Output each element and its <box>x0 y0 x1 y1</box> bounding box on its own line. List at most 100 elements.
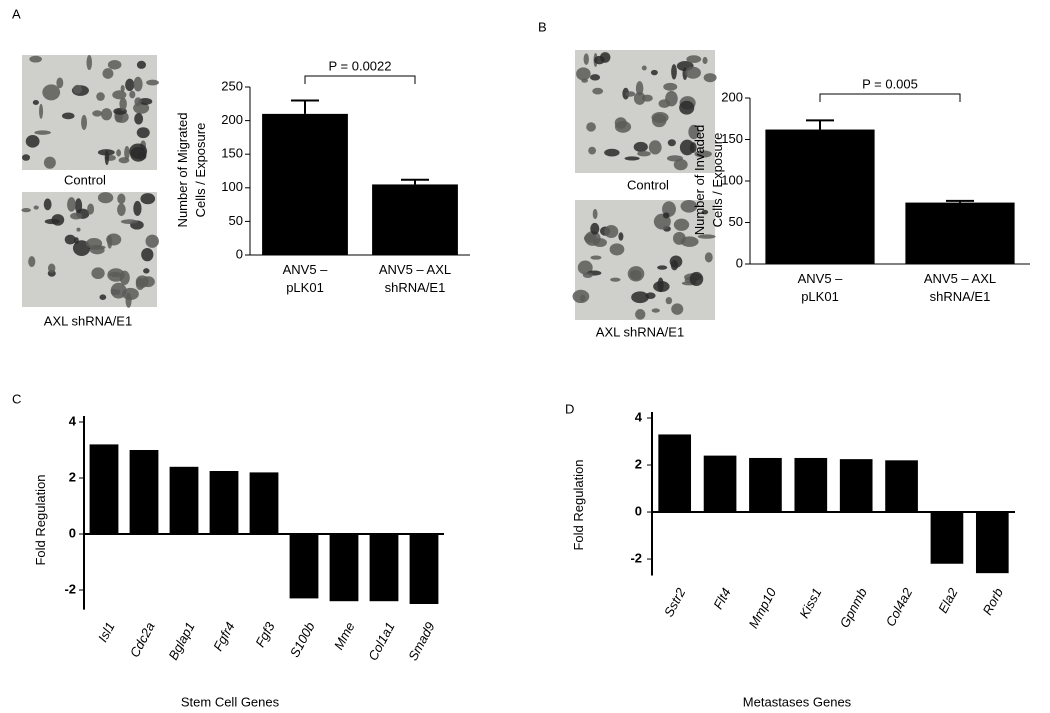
cell-blob <box>96 92 105 101</box>
cell-blob <box>673 159 688 171</box>
cell-blob <box>588 146 597 155</box>
x-axis-label: Metastases Genes <box>743 694 852 709</box>
cell-blob <box>117 193 126 205</box>
y-label-line: Cells / Exposure <box>193 123 208 218</box>
panel-letter: D <box>565 401 574 416</box>
bar <box>169 466 199 534</box>
y-tick-label: 250 <box>221 78 243 93</box>
x-label-line: shRNA/E1 <box>385 280 446 295</box>
y-tick-label: 200 <box>221 112 243 127</box>
y-tick-label: 150 <box>721 131 743 146</box>
x-label-line: shRNA/E1 <box>930 289 991 304</box>
cell-blob <box>648 140 662 155</box>
cell-blob <box>33 205 39 210</box>
cell-blob <box>604 148 620 157</box>
bar <box>885 460 918 513</box>
cell-blob <box>618 232 624 241</box>
cell-blob <box>604 224 619 238</box>
cell-blob <box>64 234 76 245</box>
cell-blob <box>641 65 647 71</box>
y-tick-label: -2 <box>64 581 76 596</box>
error-bar <box>291 99 319 114</box>
cell-blob <box>685 66 701 79</box>
cell-blob <box>146 79 159 86</box>
x-tick-label: Gpnmb <box>837 585 870 630</box>
image-label: Control <box>64 172 106 187</box>
cell-blob <box>704 252 713 263</box>
cell-blob <box>594 55 605 65</box>
cell-blob <box>136 127 150 139</box>
bar <box>329 534 359 602</box>
cell-blob <box>85 238 103 249</box>
cell-blob <box>635 309 646 320</box>
cell-blob <box>637 150 651 157</box>
y-axis-label: Fold Regulation <box>33 474 48 565</box>
cell-blob <box>657 265 668 270</box>
cell-blob <box>633 91 646 105</box>
cell-blob <box>697 234 716 239</box>
cell-blob <box>129 90 136 99</box>
cell-blob <box>97 149 115 156</box>
x-label-line: ANV5 – <box>798 271 844 286</box>
cell-blob <box>592 87 604 95</box>
y-tick-label: 50 <box>229 213 243 228</box>
y-label-line: Number of Invaded <box>692 125 707 236</box>
cell-blob <box>21 154 31 161</box>
cell-blob <box>665 296 673 305</box>
cell-blob <box>133 76 143 92</box>
cell-blob <box>110 288 118 296</box>
cell-blob <box>593 237 607 248</box>
cell-blob <box>624 156 640 161</box>
bar <box>794 457 828 513</box>
cell-blob <box>614 121 632 133</box>
bar <box>658 434 692 513</box>
panel-letter: C <box>12 391 21 406</box>
x-label-line: ANV5 – <box>283 262 329 277</box>
x-tick-label: ANV5 – pLK01 <box>283 262 329 295</box>
y-tick-label: 100 <box>221 179 243 194</box>
significance-bracket <box>819 93 961 102</box>
y-tick-label: 100 <box>721 172 743 187</box>
bar <box>262 113 348 255</box>
cell-blob <box>609 243 625 256</box>
y-axis-label: Number of Migrated Cells / Exposure <box>175 113 208 228</box>
cell-blob <box>43 198 52 211</box>
cell-blob <box>583 233 597 243</box>
cell-blob <box>102 68 114 79</box>
y-tick-label: 0 <box>236 246 243 261</box>
x-tick-label: Col1a1 <box>365 620 398 663</box>
cell-blob <box>702 56 708 65</box>
bar <box>930 512 964 564</box>
y-tick-label: 2 <box>635 456 642 471</box>
x-tick-label: S100b <box>287 620 318 660</box>
y-label-line: Number of Migrated <box>175 113 190 228</box>
y-tick-label: 2 <box>69 469 76 484</box>
cell-blob <box>145 234 159 248</box>
x-tick-label: Rorb <box>980 585 1006 617</box>
x-label-line: ANV5 – AXL <box>379 262 451 277</box>
cell-blob <box>689 271 704 287</box>
x-axis-label: Stem Cell Genes <box>181 694 280 709</box>
x-tick-label: Isl1 <box>95 620 118 645</box>
cell-blob <box>680 199 698 213</box>
cell-blob <box>140 193 156 205</box>
image-label: Control <box>627 177 669 192</box>
cell-blob <box>582 272 593 278</box>
cell-blob <box>586 122 596 132</box>
x-tick-label: Mme <box>331 620 358 653</box>
cell-blob <box>136 60 146 69</box>
cell-blob <box>76 227 81 232</box>
cell-blob <box>125 78 135 92</box>
cell-blob <box>107 59 122 70</box>
cell-blob <box>109 271 122 278</box>
x-label-line: pLK01 <box>286 280 324 295</box>
cell-blob <box>583 53 589 65</box>
cell-blob <box>125 292 132 308</box>
bar <box>209 471 239 534</box>
cell-blob <box>92 110 103 117</box>
cell-blob <box>61 112 75 120</box>
x-tick-label: ANV5 – AXL shRNA/E1 <box>924 271 996 304</box>
bar <box>369 534 399 602</box>
